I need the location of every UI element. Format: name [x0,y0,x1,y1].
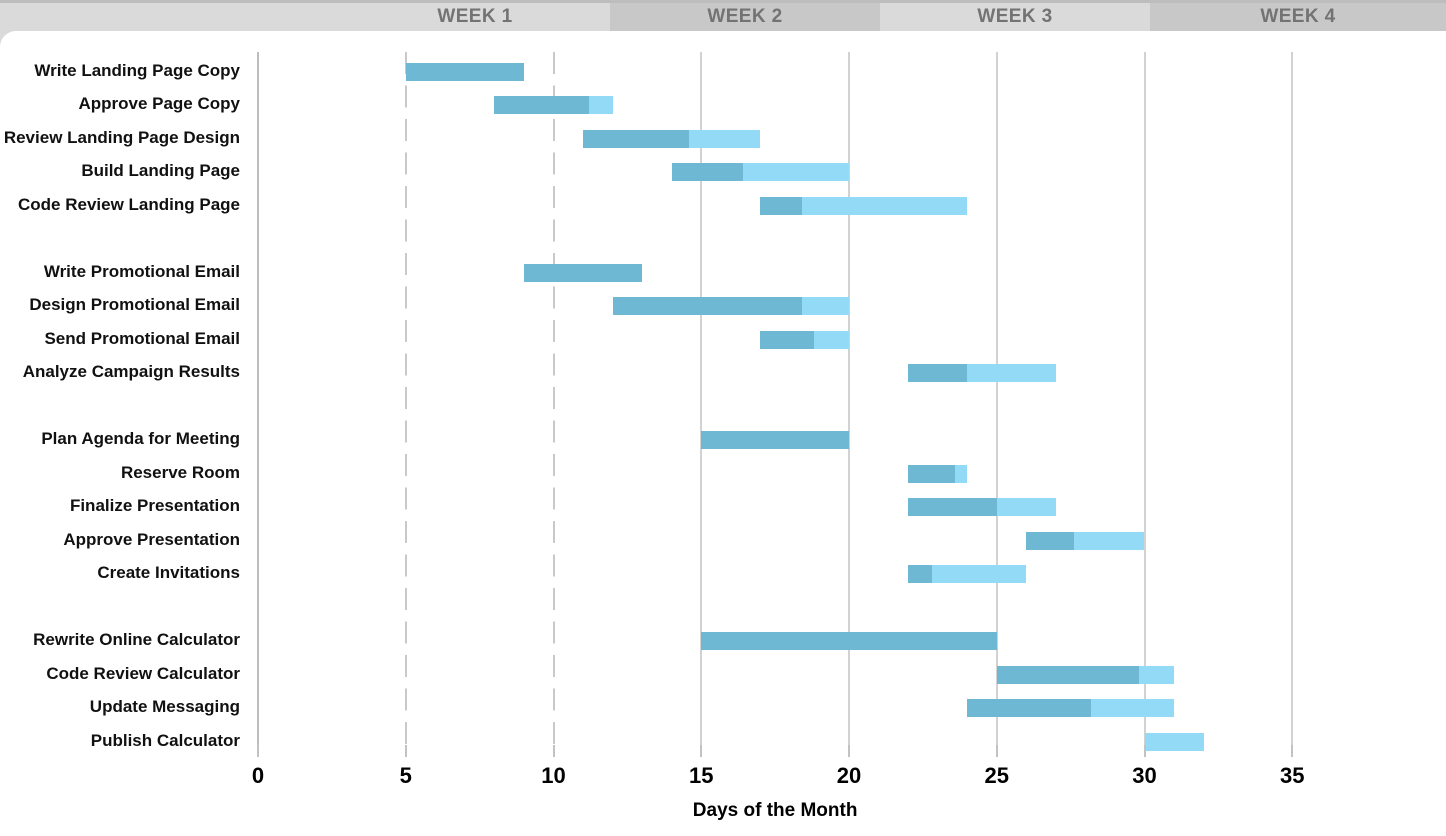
week-band-3: WEEK 3 [880,3,1150,31]
task-bar-complete [908,498,997,516]
x-tick-label: 20 [836,763,862,788]
task-bar-complete [494,96,589,114]
task-bar-complete [760,196,802,215]
task-label: Plan Agenda for Meeting [41,429,240,448]
week-label: WEEK 3 [977,6,1053,27]
x-tick [552,745,555,757]
task-label: Publish Calculator [90,730,240,750]
x-tick [404,745,407,757]
task-label: Design Promotional Email [29,295,240,314]
week-band-2: WEEK 2 [610,3,880,31]
gridline-solid [1291,52,1294,757]
task-bar-complete [523,263,643,282]
task-label: Approve Page Copy [78,94,240,113]
x-tick [257,745,259,757]
gridline-solid [700,52,703,757]
x-tick [1143,745,1146,757]
week-label: WEEK 4 [1260,6,1336,27]
task-bar-complete [967,699,1092,717]
task-bar-complete [701,431,849,449]
task-label: Reserve Room [120,462,240,482]
x-tick [995,745,998,757]
task-label: Rewrite Online Calculator [33,630,240,649]
week-label: WEEK 1 [437,6,513,27]
task-label: Finalize Presentation [69,496,240,515]
task-bar-remaining [760,196,968,215]
axis-baseline-day0 [257,52,259,757]
week-band-filler [0,3,340,31]
task-bar-complete [996,665,1139,684]
x-tick-label: 25 [984,763,1009,788]
gridline-dashed [404,52,407,757]
x-tick-label: 10 [541,763,566,788]
week-label: WEEK 2 [707,6,783,27]
task-label: Approve Presentation [63,529,240,549]
task-bar-complete [583,129,690,148]
week-band-4: WEEK 4 [1150,3,1446,31]
task-label: Code Review Calculator [46,663,240,683]
x-tick-label: 5 [399,763,412,788]
task-bar-complete [760,330,814,349]
x-axis-title: Days of the Month [692,800,858,821]
x-tick-label: 35 [1280,763,1305,788]
task-label: Update Messaging [89,697,240,716]
task-bar-complete [612,297,802,315]
header-top-border [0,0,1446,3]
gridline-solid [1143,52,1146,757]
task-bar-complete [701,632,997,650]
task-label: Analyze Campaign Results [22,362,240,381]
task-bar-remaining [1144,732,1204,751]
task-bar-complete [908,364,968,382]
task-label: Review Landing Page Design [3,127,240,147]
x-tick-label: 30 [1132,763,1157,788]
task-bar-complete [671,163,743,181]
gridline-dashed [552,52,555,757]
x-tick-label: 15 [689,763,714,788]
task-label: Send Promotional Email [44,328,240,348]
task-bar-complete [908,565,932,583]
task-bar-remaining [908,565,1027,583]
x-tick [700,745,703,757]
x-tick-label: 0 [251,763,265,788]
x-tick [1291,745,1294,757]
task-label: Write Landing Page Copy [34,60,240,80]
task-bar-complete [1026,531,1074,550]
task-bar-complete [908,464,956,483]
week-header: WEEK 1 WEEK 2 WEEK 3 WEEK 4 [0,0,1446,31]
gridline-solid [995,52,998,757]
task-label: Code Review Landing Page [18,194,240,214]
x-tick [848,745,850,757]
task-label: Write Promotional Email [43,261,240,281]
gridline-solid [848,52,850,757]
week-band-1: WEEK 1 [340,3,610,31]
task-bar-complete [405,62,524,81]
task-label: Build Landing Page [81,161,240,180]
task-label: Create Invitations [97,563,240,582]
